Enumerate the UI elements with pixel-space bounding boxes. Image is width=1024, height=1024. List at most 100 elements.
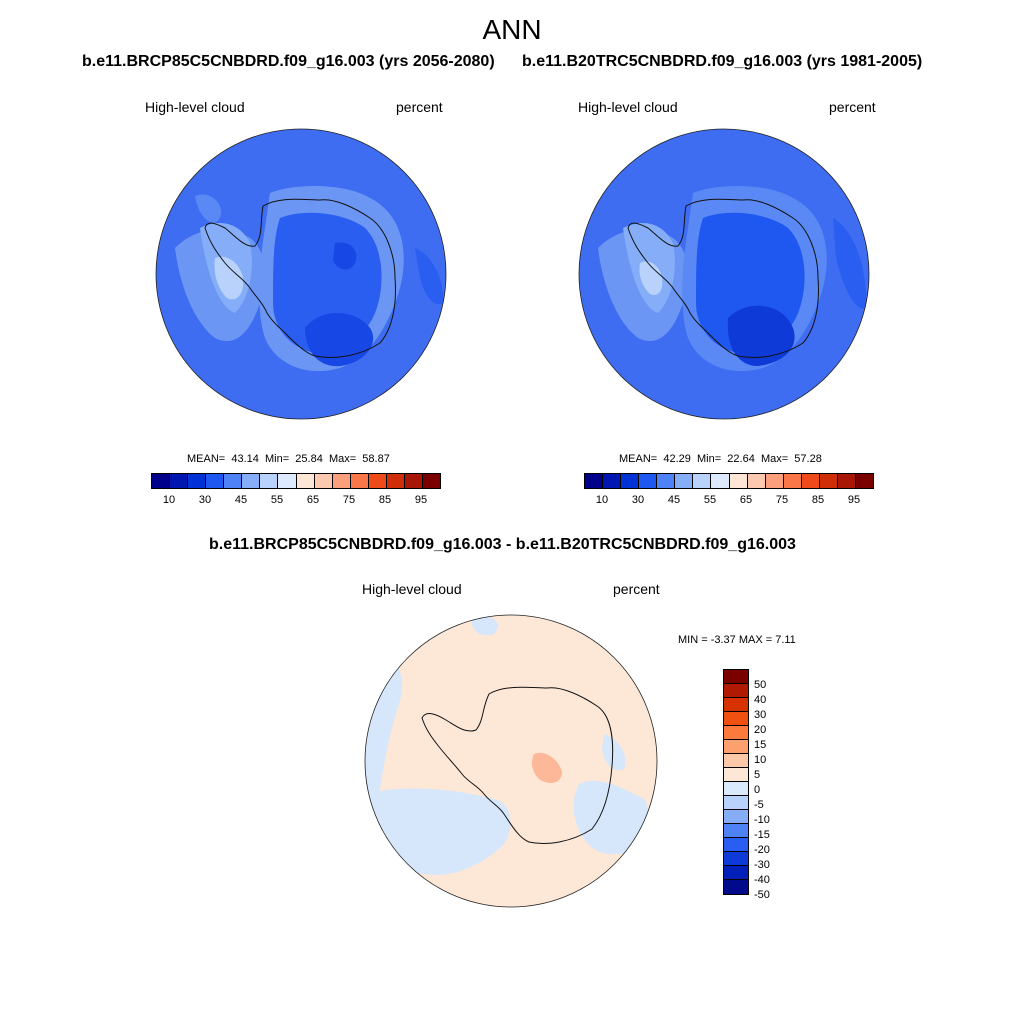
colorbar-tick-label: 10 (595, 494, 609, 506)
colorbar-tick-label: -5 (754, 799, 764, 811)
colorbar-cell (724, 698, 748, 712)
colorbar-cell (724, 810, 748, 824)
colorbar-cell (724, 670, 748, 684)
colorbar-cell (675, 474, 694, 488)
right-polar-map (578, 128, 870, 420)
colorbar-tick-label: 0 (754, 784, 761, 796)
colorbar-cell (724, 880, 748, 894)
colorbar-tick-label: 5 (754, 769, 761, 781)
colorbar-tick-label: -20 (754, 844, 770, 856)
right-panel-units-label: percent (829, 99, 876, 115)
colorbar-tick-label: 10 (754, 754, 767, 766)
colorbar-cell (404, 474, 423, 488)
left-panel-case-title: b.e11.BRCP85C5CNBDRD.f09_g16.003 (yrs 20… (82, 53, 495, 70)
colorbar-cell (170, 474, 189, 488)
colorbar-tick-label: -10 (754, 814, 770, 826)
colorbar-cell (639, 474, 658, 488)
colorbar-cell (206, 474, 225, 488)
colorbar-tick-label: -40 (754, 874, 770, 886)
colorbar-cell (386, 474, 405, 488)
colorbar-cell (278, 474, 297, 488)
colorbar-cell (724, 740, 748, 754)
colorbar-tick-label: 30 (631, 494, 645, 506)
colorbar-cell (350, 474, 369, 488)
figure-title: ANN (482, 14, 542, 45)
colorbar-cell (242, 474, 261, 488)
colorbar-cell (724, 768, 748, 782)
colorbar-cell (368, 474, 387, 488)
colorbar-tick-label: 95 (847, 494, 861, 506)
diff-panel-variable-label: High-level cloud (362, 581, 462, 597)
colorbar-cell (724, 866, 748, 880)
left-colorbar (151, 473, 441, 489)
colorbar-cell (693, 474, 712, 488)
colorbar-cell (819, 474, 838, 488)
colorbar-tick-label: -30 (754, 859, 770, 871)
colorbar-tick-label: 85 (811, 494, 825, 506)
right-panel-case-title: b.e11.B20TRC5CNBDRD.f09_g16.003 (yrs 198… (522, 53, 923, 70)
left-panel-stats: MEAN= 43.14 Min= 25.84 Max= 58.87 (187, 453, 390, 465)
colorbar-cell (729, 474, 748, 488)
colorbar-cell (837, 474, 856, 488)
colorbar-tick-label: 45 (667, 494, 681, 506)
diff-panel-title: b.e11.BRCP85C5CNBDRD.f09_g16.003 - b.e11… (209, 536, 796, 553)
right-colorbar (584, 473, 874, 489)
colorbar-cell (724, 754, 748, 768)
right-panel-variable-label: High-level cloud (578, 99, 678, 115)
colorbar-tick-label: 50 (754, 679, 767, 691)
colorbar-cell (711, 474, 730, 488)
antarctica-coastline (627, 198, 819, 358)
colorbar-tick-label: 55 (270, 494, 284, 506)
colorbar-cell (765, 474, 784, 488)
difference-polar-map (364, 614, 658, 908)
diff-panel-units-label: percent (613, 581, 660, 597)
right-colorbar-ticks: 10 30 45 55 65 75 85 95 (584, 494, 874, 508)
colorbar-cell (621, 474, 640, 488)
colorbar-tick-label: 95 (414, 494, 428, 506)
colorbar-tick-label: 30 (198, 494, 212, 506)
colorbar-cell (260, 474, 279, 488)
colorbar-cell (224, 474, 243, 488)
colorbar-cell (585, 474, 604, 488)
colorbar-cell (603, 474, 622, 488)
difference-colorbar-ticks: 50 40 30 20 15 10 5 0 -5 -10 -15 -20 -30 -40 -50 (754, 669, 794, 911)
colorbar-cell (314, 474, 333, 488)
colorbar-cell (724, 712, 748, 726)
colorbar-cell (747, 474, 766, 488)
colorbar-cell (724, 796, 748, 810)
colorbar-cell (724, 684, 748, 698)
colorbar-cell (724, 852, 748, 866)
colorbar-cell (724, 782, 748, 796)
antarctica-coastline (204, 198, 396, 358)
colorbar-cell (188, 474, 207, 488)
colorbar-cell (724, 824, 748, 838)
left-polar-map (155, 128, 447, 420)
colorbar-tick-label: 20 (754, 724, 767, 736)
colorbar-cell (724, 838, 748, 852)
colorbar-cell (724, 726, 748, 740)
left-panel-units-label: percent (396, 99, 443, 115)
colorbar-cell (855, 474, 873, 488)
colorbar-tick-label: 10 (162, 494, 176, 506)
right-panel-stats: MEAN= 42.29 Min= 22.64 Max= 57.28 (619, 453, 822, 465)
colorbar-tick-label: 85 (378, 494, 392, 506)
colorbar-cell (152, 474, 171, 488)
colorbar-tick-label: 65 (739, 494, 753, 506)
left-colorbar-ticks: 10 30 45 55 65 75 85 95 (151, 494, 441, 508)
colorbar-tick-label: -50 (754, 889, 770, 901)
colorbar-tick-label: 45 (234, 494, 248, 506)
diff-panel-stats: MIN = -3.37 MAX = 7.11 (678, 634, 796, 646)
colorbar-cell (296, 474, 315, 488)
colorbar-tick-label: -15 (754, 829, 770, 841)
colorbar-tick-label: 15 (754, 739, 767, 751)
colorbar-tick-label: 30 (754, 709, 767, 721)
antarctica-coastline (421, 686, 614, 844)
colorbar-tick-label: 65 (306, 494, 320, 506)
colorbar-tick-label: 40 (754, 694, 767, 706)
difference-colorbar (723, 669, 749, 895)
colorbar-tick-label: 75 (775, 494, 789, 506)
colorbar-tick-label: 55 (703, 494, 717, 506)
colorbar-cell (332, 474, 351, 488)
left-panel-variable-label: High-level cloud (145, 99, 245, 115)
colorbar-cell (783, 474, 802, 488)
